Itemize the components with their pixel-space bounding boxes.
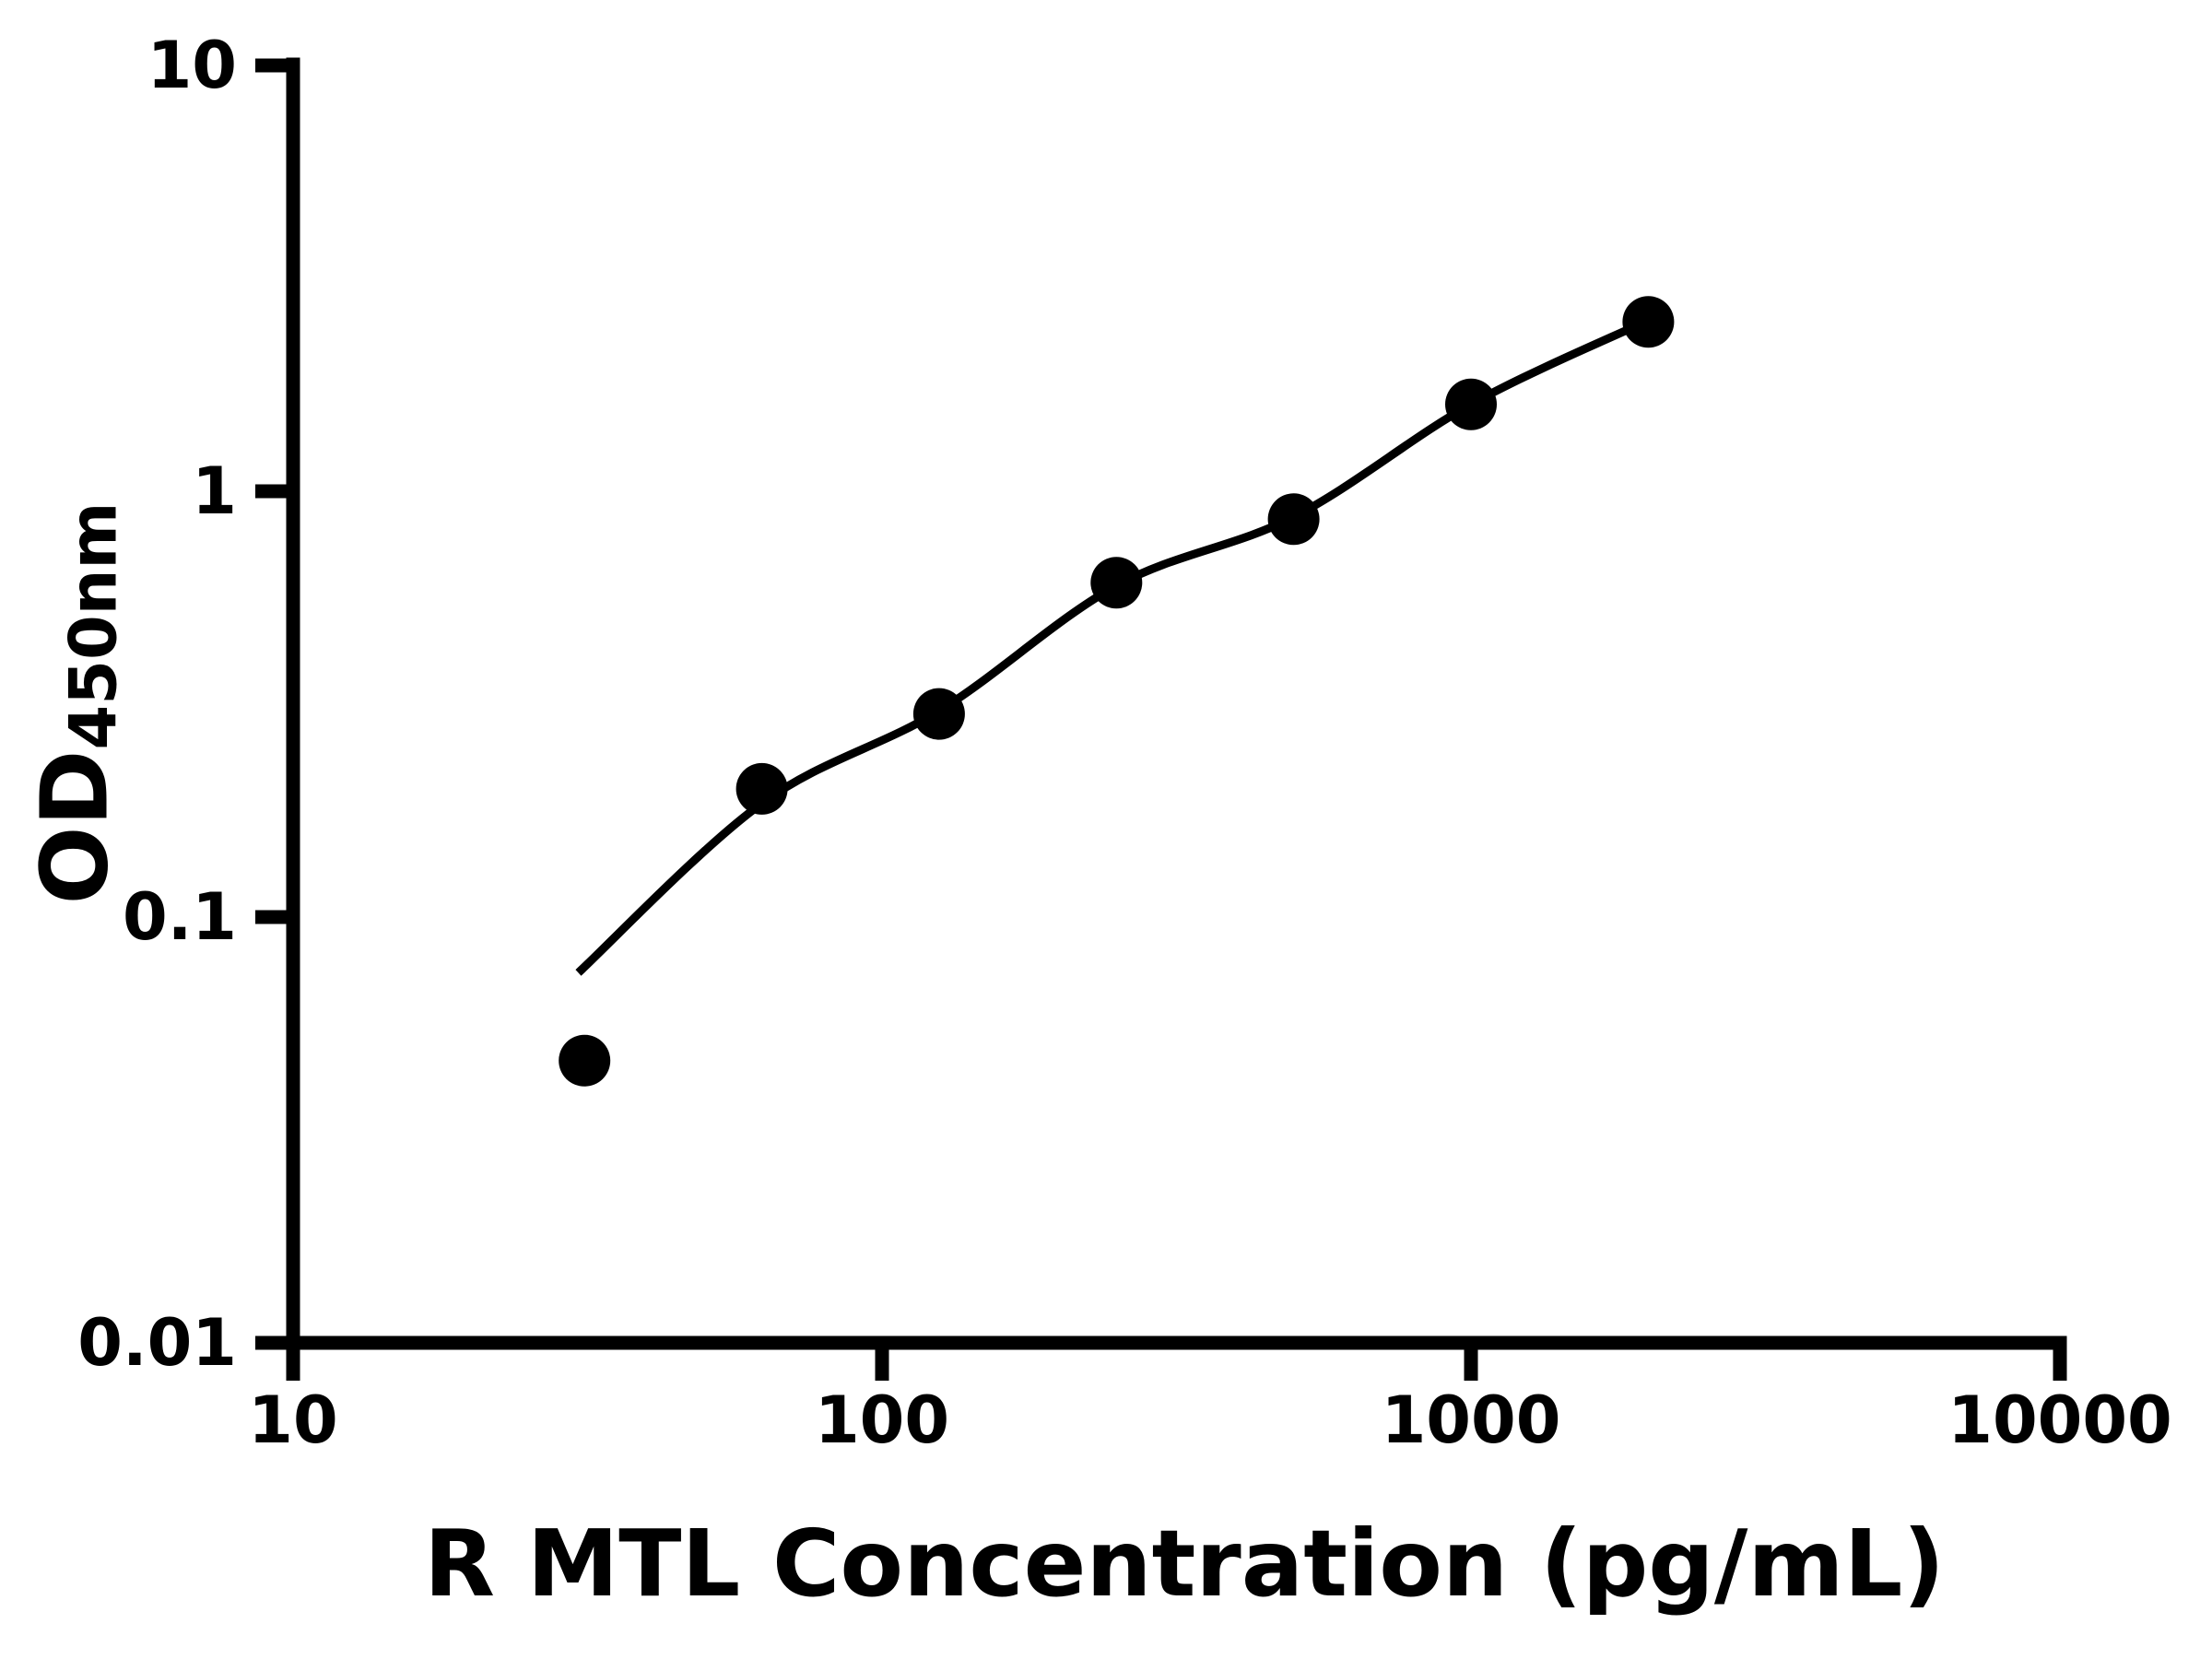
x-tick-label: 1000 bbox=[1381, 1382, 1561, 1458]
y-axis-title-subscript: 450nm bbox=[55, 501, 132, 750]
y-axis-title: OD450nm bbox=[21, 502, 132, 905]
y-tick-label: 1 bbox=[192, 453, 237, 529]
x-axis-title: R MTL Concentration (pg/mL) bbox=[423, 1510, 1946, 1618]
y-tick-label: 10 bbox=[147, 28, 237, 103]
x-tick-label: 10 bbox=[248, 1382, 338, 1458]
x-tick-label: 100 bbox=[814, 1382, 950, 1458]
data-point bbox=[1622, 296, 1675, 348]
data-point bbox=[559, 1034, 611, 1087]
data-point bbox=[1267, 493, 1320, 546]
y-tick-label: 0.01 bbox=[77, 1305, 237, 1381]
x-tick-label: 10000 bbox=[1947, 1382, 2172, 1458]
data-point bbox=[912, 688, 965, 740]
y-axis-title-main: OD bbox=[20, 749, 129, 905]
data-point bbox=[735, 762, 788, 815]
data-point bbox=[1090, 557, 1143, 609]
data-point bbox=[1445, 378, 1497, 430]
y-tick-label: 0.1 bbox=[122, 879, 237, 955]
